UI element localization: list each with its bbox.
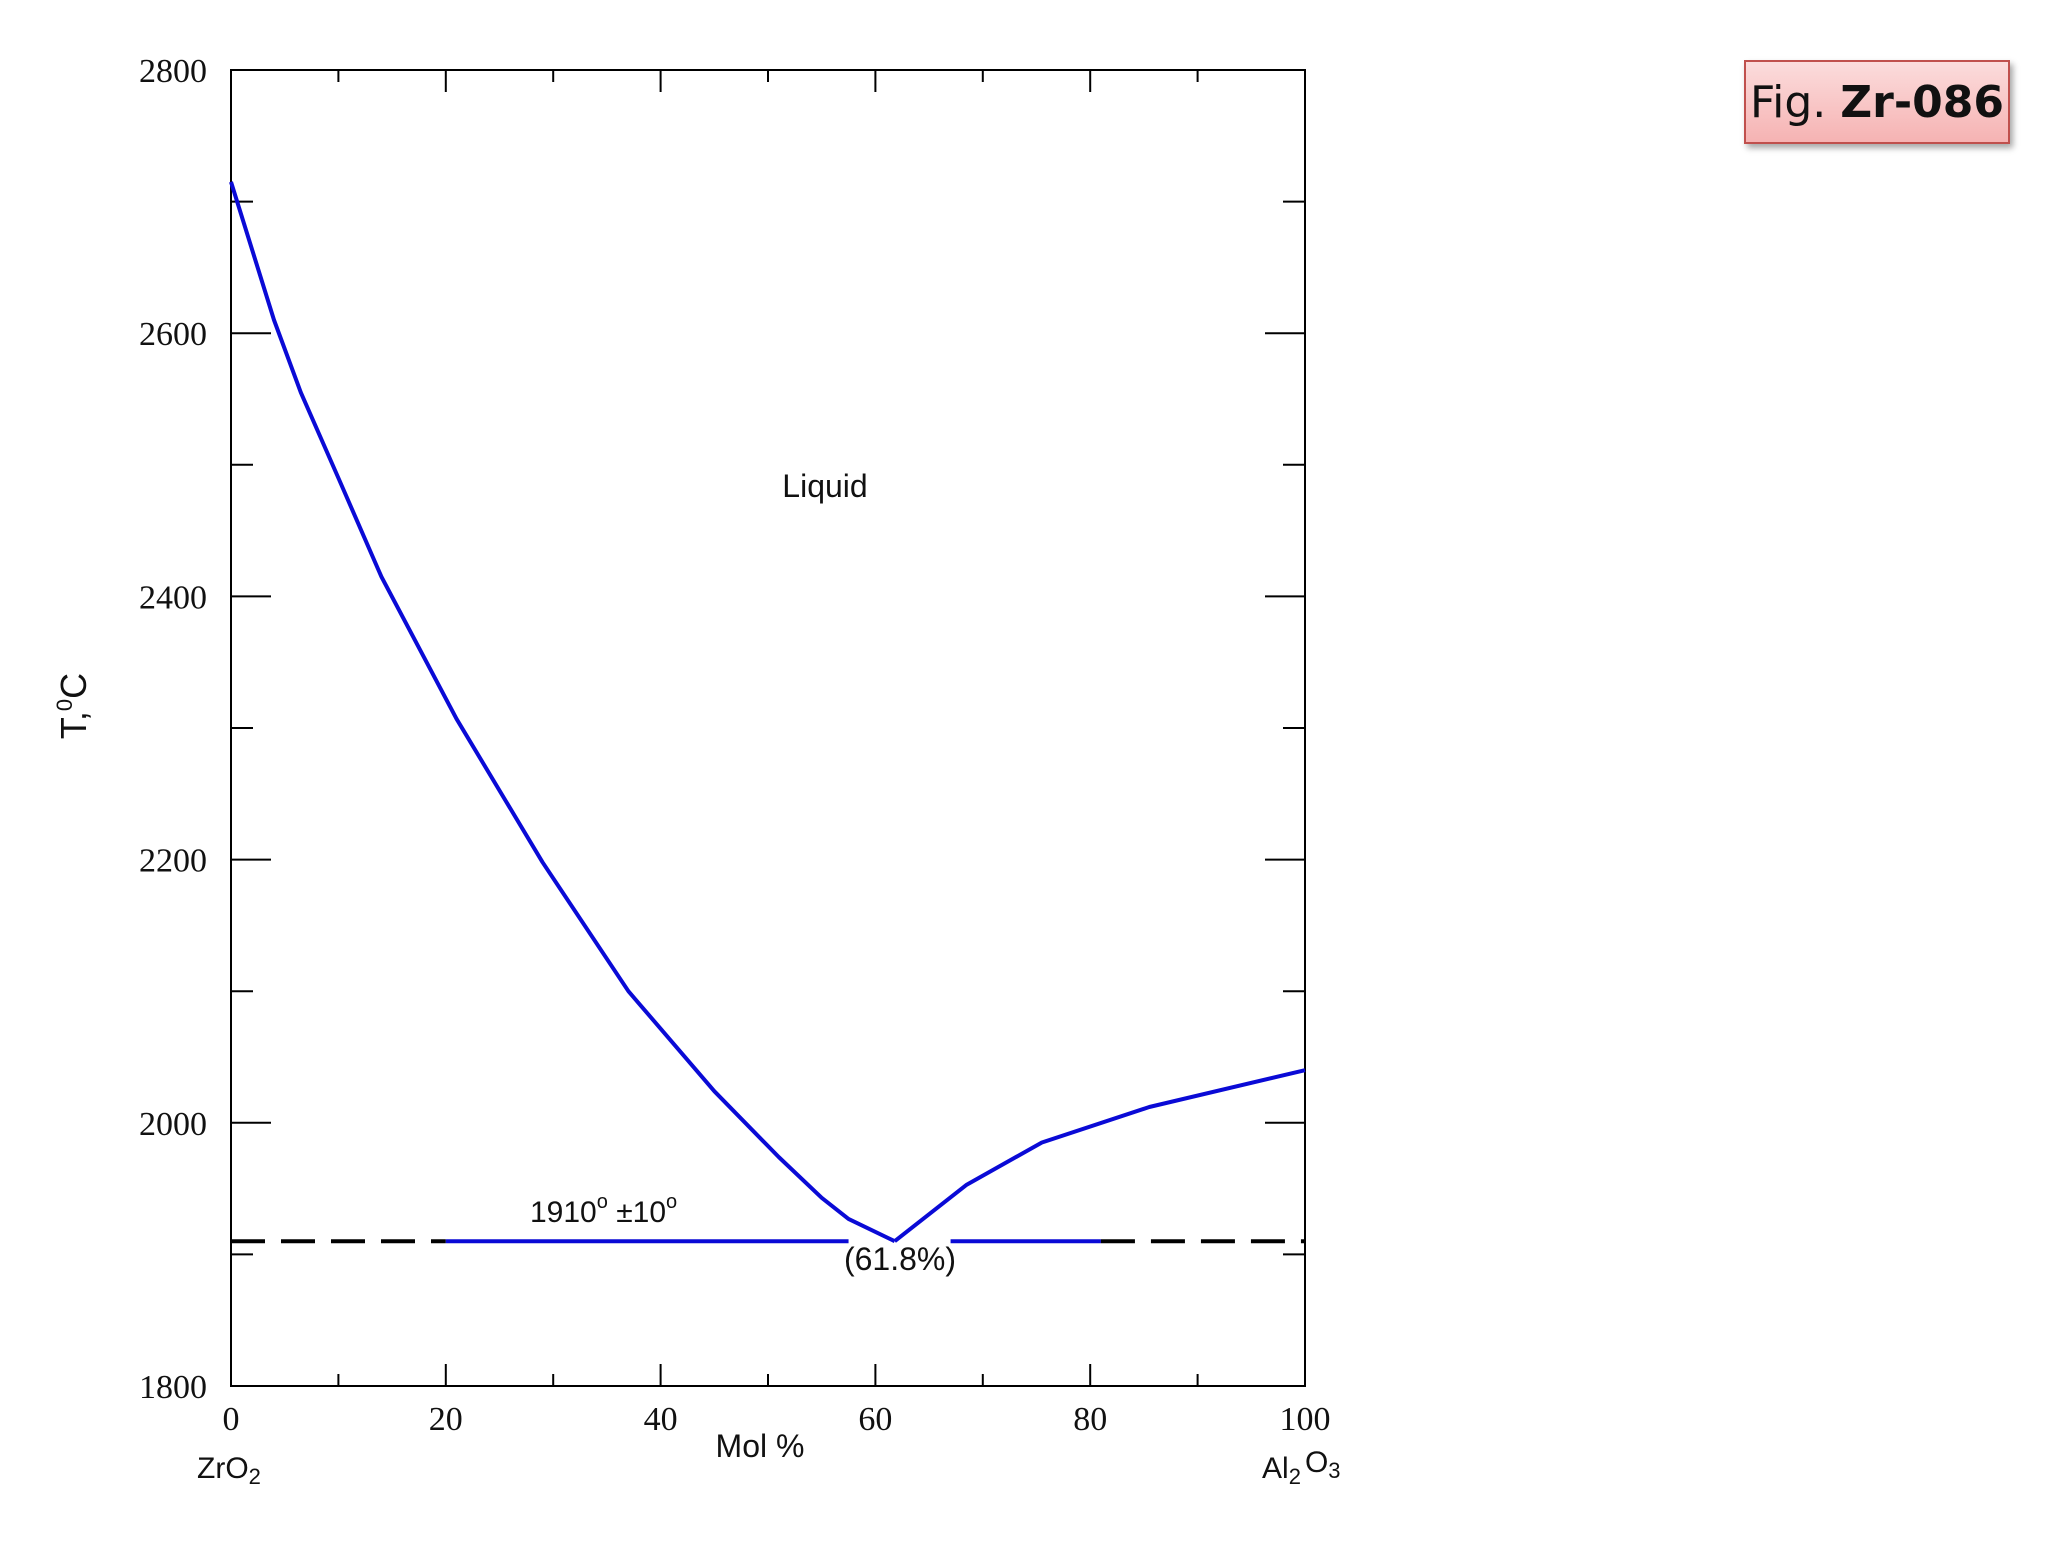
end-member-left-sub: 2	[249, 1464, 261, 1489]
eutectic-temp-value: 1910	[530, 1196, 597, 1229]
end-member-right-al: Al	[1262, 1452, 1289, 1485]
plot-frame	[230, 69, 1306, 1387]
axes-layer: 0 20 40 60 80 100 1800 2000 2200 2400 2600 2800	[139, 53, 1331, 1438]
liquidus-curve-zro2-side	[229, 181, 896, 1244]
y-axis-label-unit: C	[53, 673, 94, 699]
eutectic-composition-label: (61.8%)	[844, 1241, 956, 1277]
y-axis-label: T,0C	[52, 673, 94, 739]
x-tick-label: 100	[1280, 1401, 1331, 1438]
y-tick-label: 2200	[139, 843, 207, 880]
region-label-liquid: Liquid	[782, 468, 867, 504]
x-tick-label: 20	[429, 1401, 463, 1438]
figure-label-code: Zr-086	[1840, 76, 2004, 128]
y-tick-label: 2600	[139, 316, 207, 353]
y-tick-label: 2400	[139, 579, 207, 616]
eutectic-temperature-label: 1910o ±10o	[530, 1191, 677, 1229]
figure-label-prefix: Fig.	[1750, 76, 1841, 128]
end-member-right-sub1: 2	[1289, 1464, 1301, 1489]
y-tick-label: 1800	[139, 1369, 207, 1406]
x-tick-label: 60	[858, 1401, 892, 1438]
end-member-right-sub2: 3	[1328, 1458, 1340, 1483]
x-tick-label: 80	[1073, 1401, 1107, 1438]
x-tick-label: 0	[223, 1401, 240, 1438]
eutectic-temp-degree: o	[597, 1191, 608, 1213]
end-member-right: Al2 O3	[1262, 1446, 1341, 1489]
end-member-right-o: O	[1305, 1446, 1328, 1479]
end-member-left-base: ZrO	[197, 1452, 249, 1485]
figure-label-badge: Fig. Zr-086	[1744, 60, 2010, 144]
y-tick-label: 2800	[139, 53, 207, 90]
y-axis-label-main: T,	[53, 711, 94, 739]
eutectic-temp-degree-2: o	[666, 1191, 677, 1213]
liquidus-curve-al2o3-side	[893, 1068, 1306, 1243]
series-layer	[229, 181, 1306, 1244]
y-tick-label: 2000	[139, 1106, 207, 1143]
x-tick-label: 40	[644, 1401, 678, 1438]
x-axis-label: Mol %	[716, 1428, 805, 1464]
y-axis-label-degree: 0	[52, 699, 77, 711]
text-layer: T,0C Mol % ZrO2 Al2 O3 Liquid 1910o ±10o …	[52, 468, 1341, 1489]
end-member-left: ZrO2	[197, 1452, 261, 1489]
eutectic-temp-uncertainty: ±10	[608, 1196, 666, 1229]
